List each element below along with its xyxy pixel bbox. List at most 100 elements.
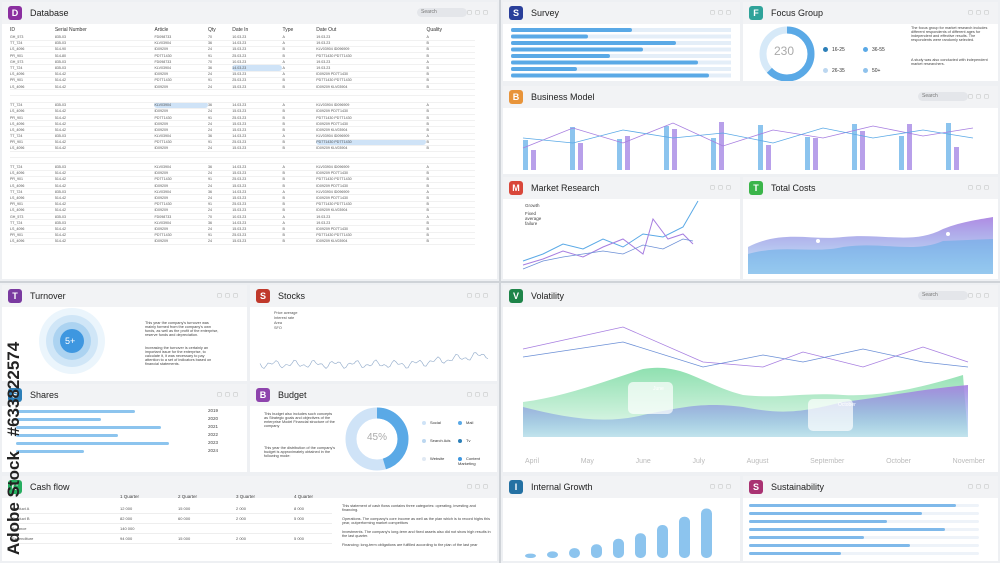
table-cell: 36 xyxy=(207,188,233,196)
table-cell: 15.03.23 xyxy=(232,83,283,91)
table-row: LS_4096 514-42 ID09209 24 15.03.23 B ID09209 K… xyxy=(10,145,475,153)
watermark-brand: Adobe Stock xyxy=(4,451,23,555)
shares-panel: S Shares ◻◻◻ 2019 2020 2021 2022 2023 2024 xyxy=(2,384,247,472)
window-controls-icon[interactable]: ◻◻◻ xyxy=(217,293,241,299)
business-bar xyxy=(907,124,912,170)
table-cell: 514-90 xyxy=(54,46,155,54)
table-cell: 514-42 xyxy=(54,77,155,85)
volatility-badge: V xyxy=(509,289,523,303)
table-cell: B xyxy=(426,232,475,239)
table-cell: TT_724 xyxy=(10,133,55,140)
table-cell: ID09209 xyxy=(154,145,208,153)
table-cell: GH_573 xyxy=(10,34,55,41)
cashflow-header-row: 1 Quarter 2 Quarter 3 Quarter 4 Quarter xyxy=(12,494,332,504)
window-controls-icon[interactable]: ◻◻◻ xyxy=(968,10,992,16)
table-cell: 36 xyxy=(207,219,233,227)
budget-legend-label: Tv xyxy=(466,438,471,443)
table-cell: B xyxy=(282,238,317,245)
shares-year: 2022 xyxy=(208,432,219,437)
business-bar xyxy=(852,124,857,170)
table-cell: 25.03.23 xyxy=(232,77,283,85)
table-cell: 24 xyxy=(207,71,233,78)
sustain-bar xyxy=(749,528,945,531)
table-cell: B xyxy=(282,170,317,177)
table-cell: B xyxy=(426,238,475,245)
table-cell xyxy=(10,95,55,103)
turnover-panel: T Turnover ◻◻◻ 5+ This year the company'… xyxy=(2,285,247,381)
search-input[interactable]: Search xyxy=(918,92,968,101)
table-cell: 835-03 xyxy=(54,102,155,109)
table-cell: ID09209 xyxy=(154,170,208,177)
table-row: LS_4096 514-42 ID09209 24 15.03.23 B ID09209 K… xyxy=(10,83,475,91)
cashflow-note: This statement of cash flows contains th… xyxy=(342,504,476,512)
growth-bar xyxy=(569,548,580,558)
shares-year: 2019 xyxy=(208,408,219,413)
stocks-legend: Price average Interest rate Area SFO xyxy=(274,311,297,331)
table-row: PR_901 514-42 PD7T1430 91 25.03.23 B PD7T1430 … xyxy=(10,176,475,184)
focus-legend-label: 50+ xyxy=(872,68,881,74)
sustain-panel: S Sustainability ◻◻◻ xyxy=(743,476,998,561)
window-controls-icon[interactable]: ◻◻◻ xyxy=(968,293,992,299)
table-cell: 24 xyxy=(207,46,233,54)
stocks-badge: S xyxy=(256,289,270,303)
search-input[interactable]: Search xyxy=(918,291,968,300)
window-controls-icon[interactable]: ◻◻◻ xyxy=(710,484,734,490)
shares-title: Shares xyxy=(30,390,59,400)
stocks-chart xyxy=(259,352,489,369)
table-row: LS_4096 514-42 ID09209 24 15.03.23 B ID09209 P… xyxy=(10,182,475,190)
table-cell: 91 xyxy=(207,232,233,239)
cashflow-column-header: 4 Quarter xyxy=(294,494,314,499)
search-input[interactable]: Search xyxy=(417,8,467,17)
table-cell: KLV03904 xyxy=(154,219,208,227)
costs-header: T Total Costs ◻◻◻ xyxy=(743,177,998,199)
costs-title: Total Costs xyxy=(771,183,816,193)
shares-row: 2021 xyxy=(16,424,236,432)
table-row: LS_4096 514-42 ID09209 24 15.03.23 B ID09209 P… xyxy=(10,170,475,177)
table-row: TT_724 835-03 KLV03904 36 14.03.23 A 19.03.23 B xyxy=(10,219,475,227)
window-controls-icon[interactable]: ◻◻◻ xyxy=(968,185,992,191)
window-controls-icon[interactable]: ◻◻◻ xyxy=(968,94,992,100)
business-bar xyxy=(813,138,818,170)
turnover-rings xyxy=(39,308,105,374)
legend-dot xyxy=(823,47,828,53)
window-controls-icon[interactable]: ◻◻◻ xyxy=(467,392,491,398)
divider-horizontal xyxy=(0,281,1000,283)
window-controls-icon[interactable]: ◻◻◻ xyxy=(467,293,491,299)
window-controls-icon[interactable]: ◻◻◻ xyxy=(467,10,491,16)
database-badge: D xyxy=(8,6,22,20)
market-badge: M xyxy=(509,181,523,195)
table-cell: PD7T1430 xyxy=(154,77,208,85)
window-controls-icon[interactable]: ◻◻◻ xyxy=(710,10,734,16)
volatility-title: Volatility xyxy=(531,291,565,301)
month-label: April xyxy=(525,458,540,465)
survey-badge: S xyxy=(509,6,523,20)
shares-year: 2024 xyxy=(208,448,219,453)
cashflow-cell: 2 000 xyxy=(236,506,247,511)
table-cell: PD7T1430 PD7T1430 xyxy=(316,139,427,146)
window-controls-icon[interactable]: ◻◻◻ xyxy=(467,484,491,490)
cashflow-cell: Balance xyxy=(12,526,27,531)
shares-row: 2023 xyxy=(16,440,236,448)
window-controls-icon[interactable]: ◻◻◻ xyxy=(968,484,992,490)
table-cell: KLV03904 xyxy=(154,40,208,47)
budget-legend-item: Content Marketing xyxy=(458,456,494,466)
table-cell: 514-42 xyxy=(54,207,155,214)
window-controls-icon[interactable]: ◻◻◻ xyxy=(217,392,241,398)
table-cell: 25.03.23 xyxy=(232,52,283,60)
table-cell: PR_901 xyxy=(10,52,55,60)
table-cell: 835-03 xyxy=(54,58,155,66)
window-controls-icon[interactable]: ◻◻◻ xyxy=(710,185,734,191)
table-cell: 835-03 xyxy=(54,213,155,221)
table-cell: ID09209 xyxy=(154,182,208,190)
cashflow-row: Balance 140 000 xyxy=(12,524,332,534)
table-cell: A xyxy=(426,188,475,196)
table-cell xyxy=(282,89,317,97)
table-cell: PD7T1430 PD7T1430 xyxy=(316,201,427,208)
table-cell: 25.03.23 xyxy=(232,139,283,146)
growth-header: I Internal Growth ◻◻◻ xyxy=(503,476,740,498)
table-cell: 19.03.23 xyxy=(316,58,427,66)
watermark-id: #633822574 xyxy=(4,341,23,437)
cashflow-badge: C xyxy=(8,480,22,494)
table-cell: B xyxy=(426,126,475,134)
table-cell xyxy=(282,95,317,103)
